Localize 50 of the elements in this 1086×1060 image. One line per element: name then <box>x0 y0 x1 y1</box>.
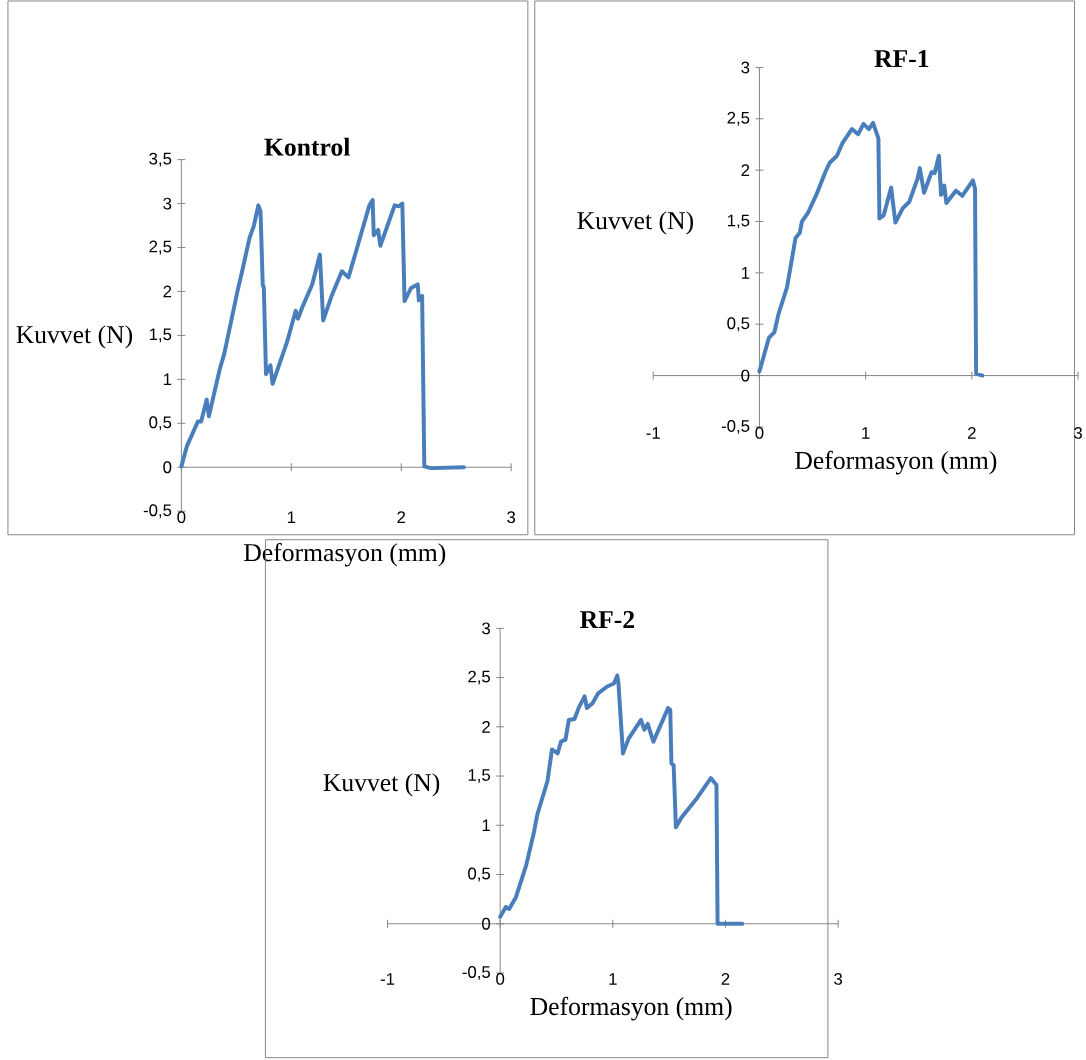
x-tick-label: 2 <box>397 511 406 524</box>
y-tick-label: -0,5 <box>143 504 172 519</box>
y-tick-label: 1,5 <box>149 328 172 343</box>
y-tick-label: 2 <box>482 721 490 733</box>
y-tick-label: 3 <box>741 61 750 74</box>
y-axis-title: Kuvvet (N) <box>323 773 440 797</box>
x-axis-title: Deformasyon (mm) <box>795 450 997 475</box>
x-tick-label: 0 <box>177 511 186 524</box>
y-tick-label: 0 <box>482 917 491 930</box>
y-tick-label: 0 <box>163 461 172 474</box>
y-axis-title: Kuvvet (N) <box>577 211 693 235</box>
chart-title: RF-1 <box>874 50 929 68</box>
chart-title: RF-2 <box>580 611 635 629</box>
x-tick-label: -1 <box>380 973 395 985</box>
line-series <box>757 121 985 378</box>
y-tick-label: 1,5 <box>468 769 491 784</box>
y-tick-label: 1 <box>163 373 172 386</box>
x-tick-label: 1 <box>287 511 296 524</box>
x-tick-label: 1 <box>862 427 870 439</box>
x-axis-title: Deformasyon (mm) <box>244 543 446 567</box>
x-tick-label: 3 <box>834 973 843 986</box>
y-tick-label: 1 <box>482 819 490 832</box>
y-tick-label: 2 <box>163 285 172 298</box>
x-tick-label: -1 <box>646 427 660 439</box>
y-tick-label: 0,5 <box>727 317 750 332</box>
y-tick-label: 0,5 <box>468 867 491 882</box>
x-tick-label: 1 <box>609 973 617 985</box>
line-series <box>498 673 745 926</box>
y-tick-label: 0,5 <box>149 416 172 431</box>
y-tick-label: -0,5 <box>721 420 750 435</box>
x-tick-label: 3 <box>507 511 516 524</box>
y-tick-label: 3,5 <box>149 152 172 167</box>
y-tick-label: 2,5 <box>727 112 750 126</box>
y-tick-label: 1,5 <box>727 214 750 229</box>
y-tick-label: 0 <box>741 369 750 382</box>
y-tick-label: 3 <box>163 197 172 210</box>
x-tick-label: 2 <box>968 427 976 439</box>
x-tick-label: 0 <box>496 973 505 986</box>
line-series <box>179 198 466 471</box>
y-tick-label: -0,5 <box>462 966 491 981</box>
y-tick-label: 2,5 <box>149 240 172 255</box>
y-tick-label: 2,5 <box>468 670 491 685</box>
x-tick-label: 3 <box>1074 427 1082 440</box>
y-tick-label: 3 <box>482 622 490 635</box>
x-tick-label: 0 <box>755 427 764 440</box>
y-axis-title: Kuvvet (N) <box>16 325 133 349</box>
chart-title: Kontrol <box>264 137 350 156</box>
y-tick-label: 2 <box>741 164 750 177</box>
y-tick-label: 1 <box>741 267 750 279</box>
x-axis-title: Deformasyon (mm) <box>530 997 732 1021</box>
